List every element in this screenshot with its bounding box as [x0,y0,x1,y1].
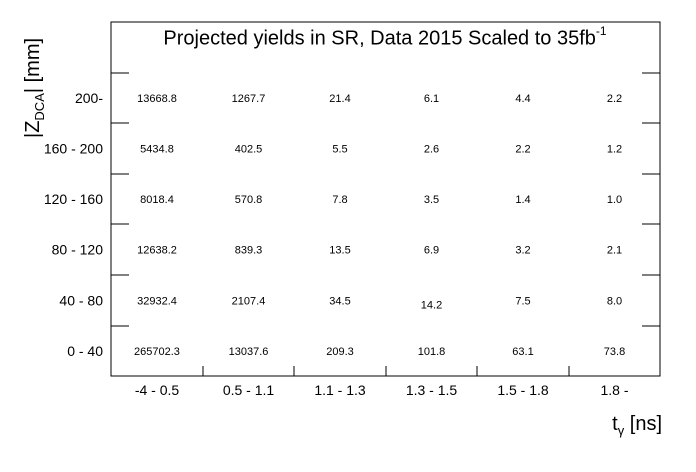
cell-value: 209.3 [326,346,354,358]
y-tick-label: 200- [75,90,103,106]
cell-value: 265702.3 [134,346,180,358]
cell-value: 1267.7 [232,93,266,105]
cell-value: 8.0 [607,296,622,308]
cell-value: 13037.6 [229,346,269,358]
y-tick-labels: 0 - 40 40 - 80 80 - 120 120 - 160 160 - 200 2… [44,90,103,359]
cell-value: 14.2 [421,300,442,312]
cell-value: 2.2 [515,144,530,156]
y-tick-label: 40 - 80 [59,293,103,309]
cell-value: 8018.4 [140,194,174,206]
cell-value: 1.2 [607,144,622,156]
cell-value: 13668.8 [137,93,177,105]
cell-value: 839.3 [235,245,263,257]
x-tick-labels: -4 - 0.5 0.5 - 1.1 1.1 - 1.3 1.3 - 1.5 1.5 -… [135,382,629,398]
y-axis-title: |ZDCA| [mm] [22,37,47,138]
x-axis-title: tγ [ns] [612,413,662,438]
cell-value: 2107.4 [232,296,266,308]
cell-value: 7.8 [332,194,347,206]
axis-ticks [111,72,660,376]
cell-value: 21.4 [329,93,350,105]
x-tick-label: 1.8 - [600,382,628,398]
cell-value: 73.8 [604,346,625,358]
cell-value: 6.9 [424,245,439,257]
cell-value: 3.5 [424,194,439,206]
cell-value: 34.5 [329,296,350,308]
cell-value: 2.1 [607,245,622,257]
cell-value: 4.4 [515,93,530,105]
cell-value: 1.0 [607,194,622,206]
cell-value: 63.1 [512,346,533,358]
cell-values: 265702.3 13037.6 209.3 101.8 63.1 73.8 32932.4… [134,93,625,358]
cell-value: 7.5 [515,296,530,308]
y-tick-label: 120 - 160 [44,191,103,207]
y-tick-label: 0 - 40 [67,343,103,359]
cell-value: 101.8 [418,346,446,358]
plot-frame [110,21,661,377]
x-tick-label: 1.3 - 1.5 [406,382,458,398]
x-tick-label: 1.1 - 1.3 [314,382,366,398]
cell-value: 13.5 [329,245,350,257]
cell-value: 402.5 [235,144,263,156]
y-tick-label: 80 - 120 [52,242,104,258]
cell-value: 3.2 [515,245,530,257]
cell-value: 12638.2 [137,245,177,257]
cell-value: 2.2 [607,93,622,105]
cell-value: 5434.8 [140,144,174,156]
x-tick-label: 1.5 - 1.8 [497,382,549,398]
cell-value: 1.4 [515,194,530,206]
cell-value: 32932.4 [137,296,177,308]
y-tick-label: 160 - 200 [44,141,103,157]
cell-value: 570.8 [235,194,263,206]
cell-value: 5.5 [332,144,347,156]
x-tick-label: -4 - 0.5 [135,382,180,398]
chart-title: Projected yields in SR, Data 2015 Scaled… [163,24,607,50]
cell-value: 6.1 [424,93,439,105]
x-tick-label: 0.5 - 1.1 [223,382,275,398]
cell-value: 2.6 [424,144,439,156]
